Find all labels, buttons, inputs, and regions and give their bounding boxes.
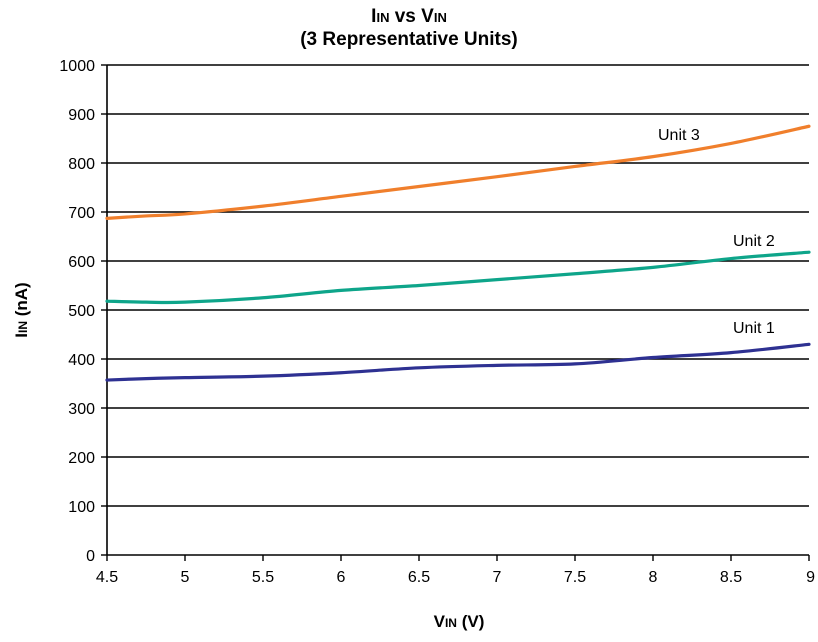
title-sub: IN: [376, 10, 390, 25]
x-tick-label: 7: [493, 569, 502, 586]
x-tick-label: 5.5: [252, 569, 274, 586]
xlabel-sub: IN: [444, 616, 457, 630]
x-tick-label: 4.5: [96, 569, 118, 586]
y-tick-label: 400: [68, 352, 95, 369]
xlabel-main: V: [433, 612, 445, 631]
series-line-2: [105, 250, 811, 305]
title-sub2: IN: [433, 10, 447, 25]
y-tick-label: 500: [68, 303, 95, 320]
xlabel-rest: (V): [456, 612, 485, 631]
annotation-unit-1: Unit 1: [733, 320, 775, 337]
y-tick-label: 600: [68, 254, 95, 271]
y-tick-label: 0: [86, 548, 95, 565]
y-tick-label: 300: [68, 401, 95, 418]
chart-title: IIN vs VIN (3 Representative Units): [0, 6, 818, 51]
series-lines: [105, 124, 811, 382]
x-tick-label: 9: [806, 569, 815, 586]
x-tick-label: 8.5: [720, 569, 742, 586]
annotation-unit-2: Unit 2: [733, 233, 775, 250]
x-tick-label: 5: [181, 569, 190, 586]
y-tick-label: 800: [68, 156, 95, 173]
y-tick-label: 200: [68, 450, 95, 467]
y-tick-label: 100: [68, 499, 95, 516]
title-main: I: [371, 6, 377, 27]
x-tick-label: 6: [337, 569, 346, 586]
series-annotations: Unit 3 Unit 2 Unit 1: [658, 127, 775, 337]
tick-labels: 0 100 200 300 400 500 600 700 800 900 1000 4.5 5 5.5 6…: [59, 58, 815, 586]
y-tick-label: 900: [68, 107, 95, 124]
x-tick-label: 8: [649, 569, 658, 586]
y-tick-label: 700: [68, 205, 95, 222]
grid-lines: [107, 64, 809, 507]
y-tick-label: 1000: [59, 58, 95, 75]
title-mid: vs V: [389, 6, 434, 27]
x-tick-label: 7.5: [564, 569, 586, 586]
x-tick-label: 6.5: [408, 569, 430, 586]
series-line-1: [105, 342, 811, 382]
annotation-unit-3: Unit 3: [658, 127, 700, 144]
chart-subtitle: (3 Representative Units): [300, 29, 518, 50]
series-line-3: [105, 124, 811, 220]
x-axis-label: VIN (V): [0, 612, 818, 632]
axes: [101, 64, 810, 561]
